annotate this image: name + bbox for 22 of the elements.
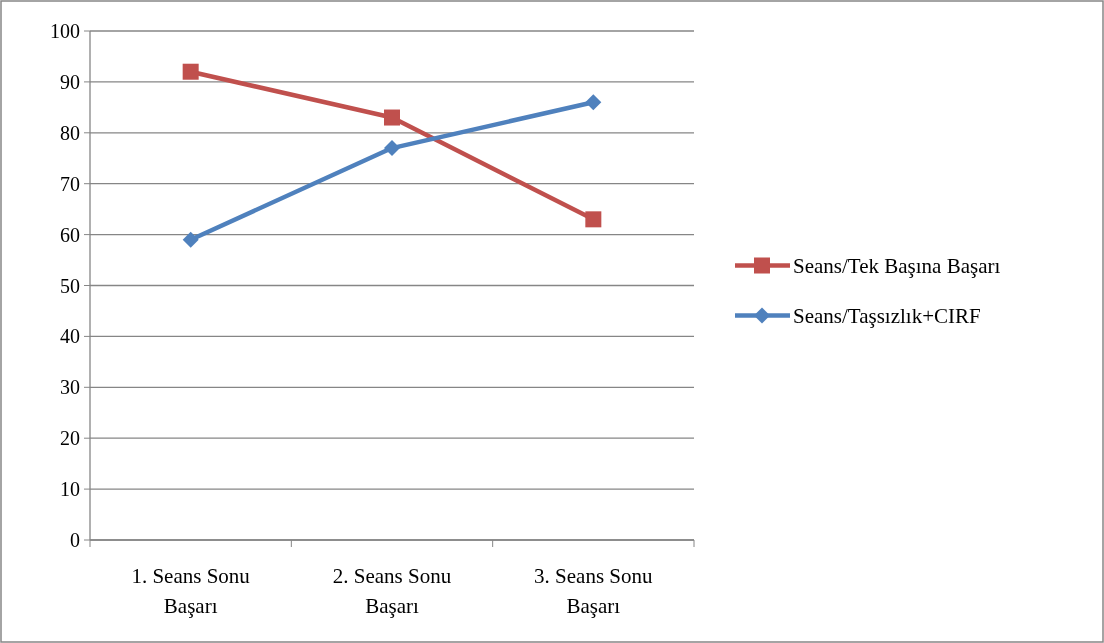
y-tick-label: 20: [60, 427, 80, 450]
y-tick-label: 90: [60, 70, 80, 93]
y-tick-label: 0: [70, 529, 80, 551]
y-tick-label: 40: [60, 325, 80, 348]
y-tick-label: 10: [60, 478, 80, 501]
y-tick-label: 80: [60, 121, 80, 144]
x-tick-label: 2. Seans Sonu Başarı: [332, 564, 452, 618]
y-tick-label: 70: [60, 172, 80, 195]
y-tick-label: 60: [60, 223, 80, 246]
point: [585, 94, 602, 111]
legend-label: Seans/Taşsızlık+CIRF: [793, 303, 981, 328]
x-tick-label: 1. Seans Sonu Başarı: [131, 564, 251, 618]
y-tick-label: 50: [60, 274, 80, 297]
point: [182, 231, 199, 248]
point: [585, 211, 602, 228]
point: [384, 109, 400, 126]
legend-label: Seans/Tek Başına Başarı: [793, 253, 1001, 278]
y-tick-label: 30: [60, 376, 80, 399]
point: [182, 63, 199, 80]
point: [384, 140, 400, 157]
y-tick-label: 100: [50, 20, 80, 42]
x-tick-label: 3. Seans Sonu Başarı: [534, 564, 654, 618]
